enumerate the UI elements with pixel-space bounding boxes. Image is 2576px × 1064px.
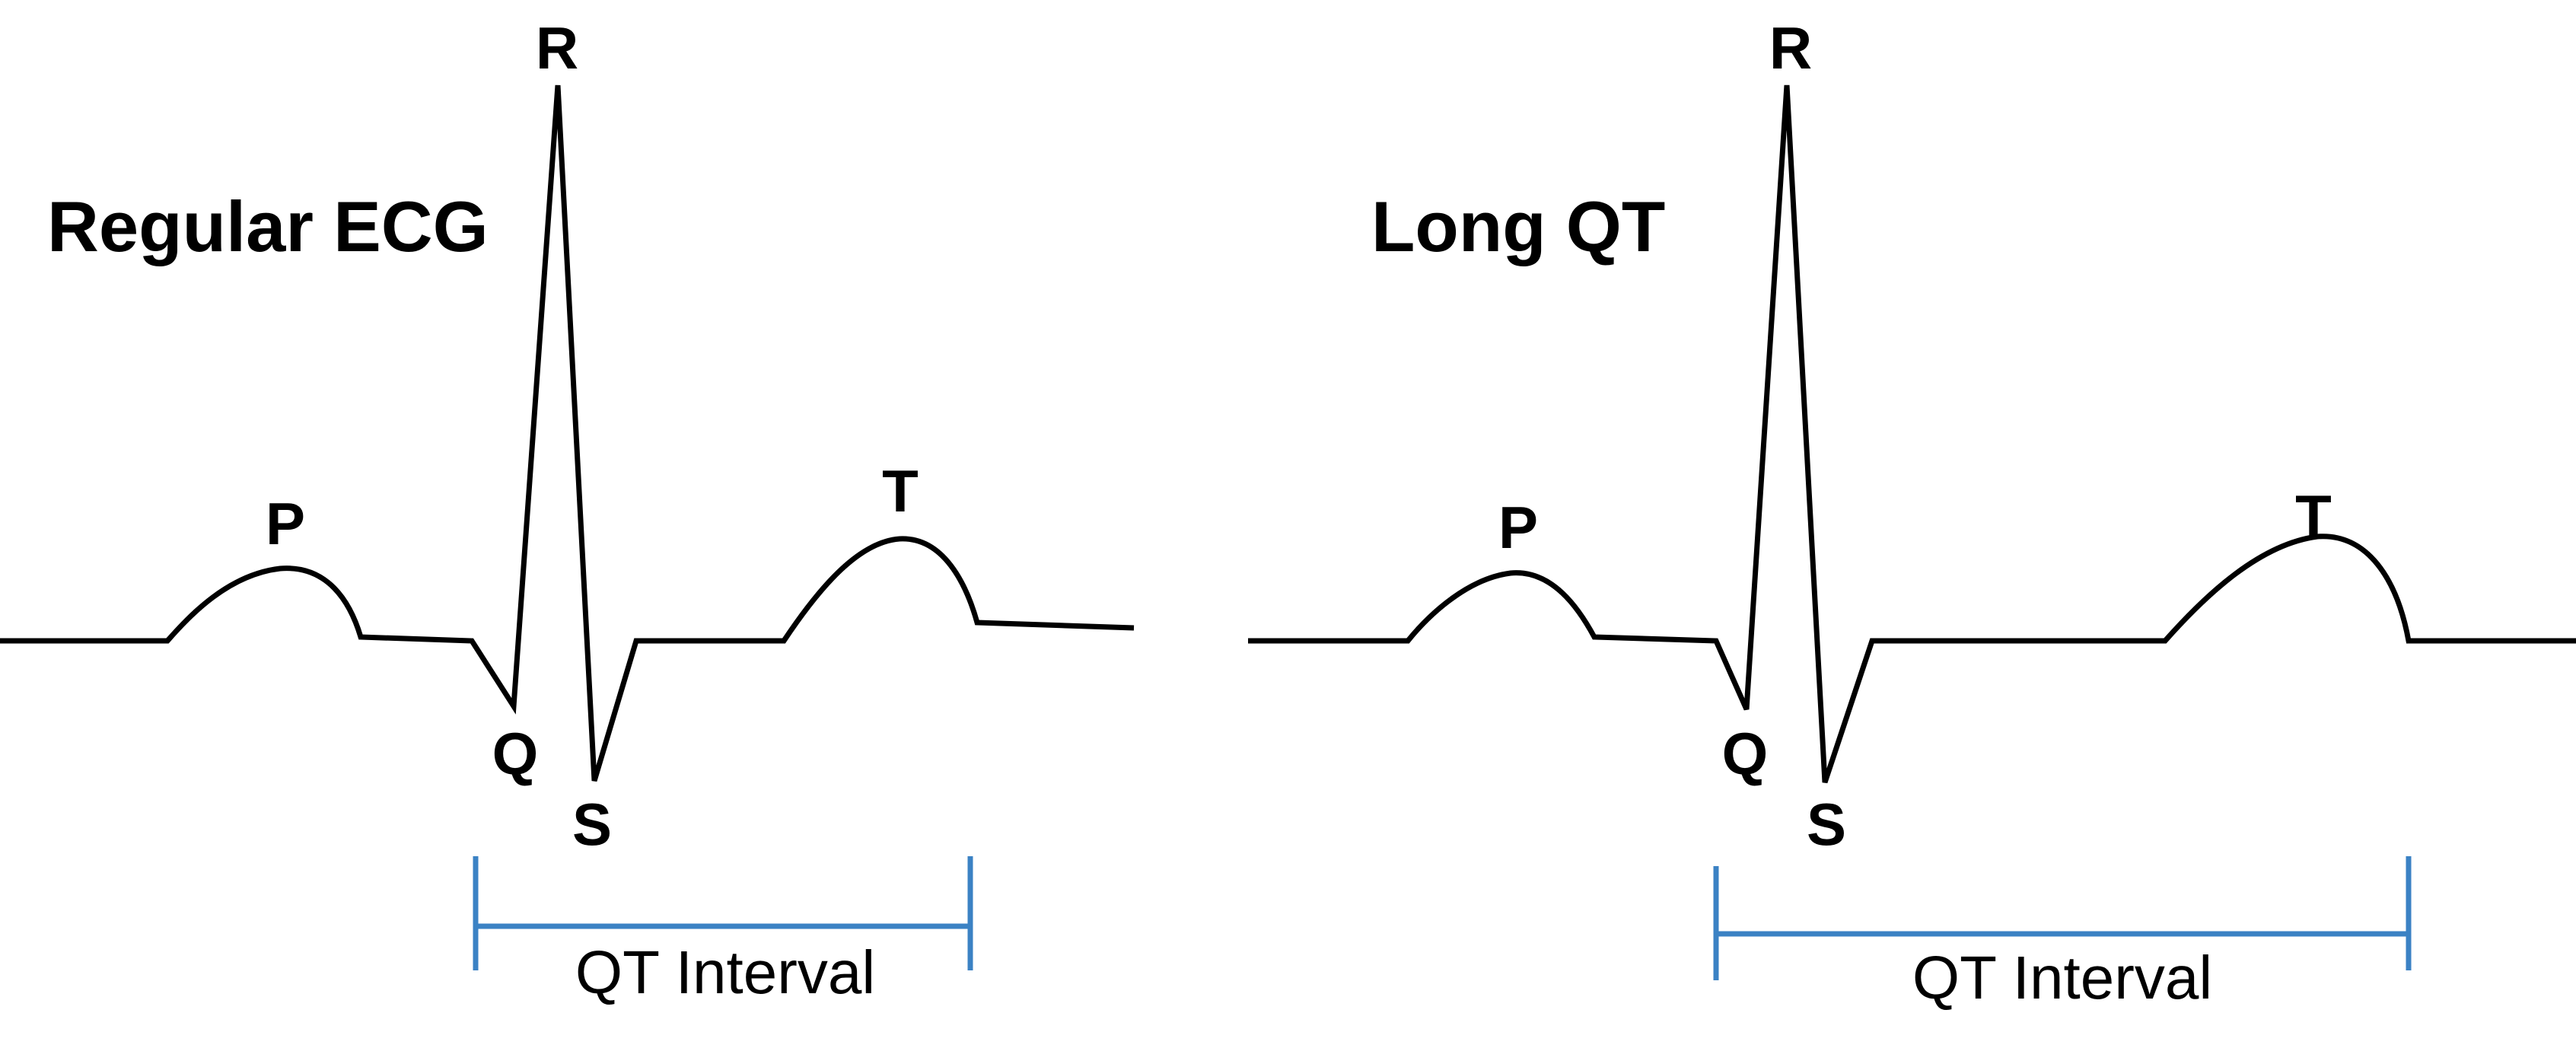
wave-label-s: S [1807, 791, 1846, 858]
qt-interval-bracket: QT Interval [473, 856, 973, 1006]
wave-label-q: Q [1722, 720, 1769, 787]
bracket-line [473, 856, 973, 970]
long-qt-panel: Long QT P R Q S T QT Interval [1248, 14, 2576, 1011]
panel-title: Long QT [1371, 186, 1665, 266]
wave-label-s: S [572, 791, 612, 858]
bracket-line [1713, 856, 2412, 980]
ecg-trace [0, 84, 1135, 782]
wave-label-q: Q [492, 720, 539, 787]
regular-ecg-panel: Regular ECG P R Q S T QT Interval [0, 14, 1135, 1006]
wave-label-t: T [882, 457, 919, 524]
interval-label: QT Interval [1912, 944, 2212, 1011]
panel-title: Regular ECG [47, 186, 489, 266]
qt-interval-bracket: QT Interval [1713, 856, 2412, 1011]
wave-label-r: R [536, 14, 578, 81]
wave-label-t: T [2295, 483, 2332, 550]
ecg-trace [1248, 84, 2576, 784]
interval-label: QT Interval [575, 938, 875, 1006]
wave-label-p: P [266, 490, 305, 557]
wave-label-p: P [1498, 494, 1538, 561]
wave-label-r: R [1769, 14, 1812, 81]
